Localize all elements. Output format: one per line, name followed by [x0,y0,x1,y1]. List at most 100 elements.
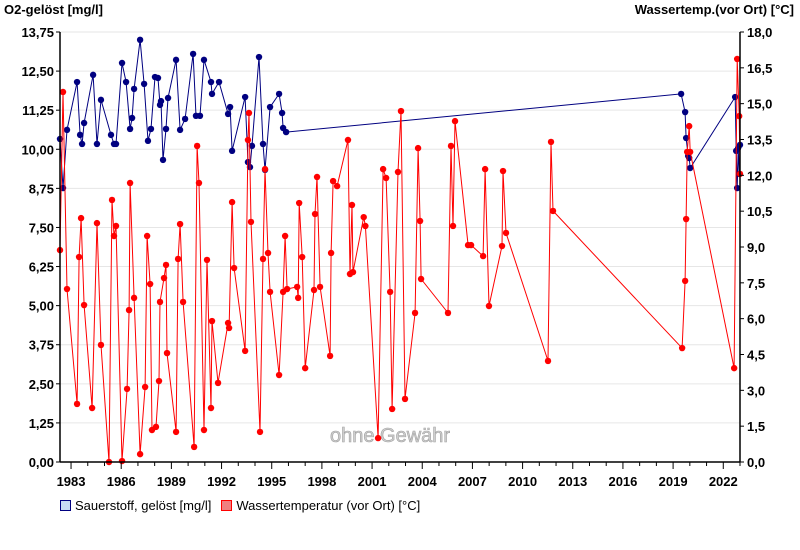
legend-item-temperature: Wassertemperatur (vor Ort) [°C] [221,498,420,513]
data-point-temperature [401,395,409,403]
data-point-temperature [310,286,318,294]
data-point-temperature [294,294,302,302]
data-point-temperature [499,167,507,175]
data-point-oxygen [136,36,144,44]
data-point-temperature [360,213,367,221]
x-tick-label: 1983 [57,474,86,489]
right-tick-label: 6,0 [747,312,765,327]
data-point-oxygen [228,147,236,155]
data-point-temperature [172,428,180,436]
left-tick-label: 3,75 [29,338,54,353]
data-point-temperature [125,306,133,314]
data-point-temperature [414,144,422,152]
legend-label-temperature: Wassertemperatur (vor Ort) [°C] [236,498,421,513]
x-tick-label: 2001 [358,474,387,489]
data-point-temperature [397,107,405,115]
data-point-oxygen [89,71,97,79]
left-axis-title: O2-gelöst [mg/l] [4,2,103,17]
left-tick-label: 2,50 [29,377,54,392]
left-tick-label: 12,50 [21,64,54,79]
data-point-temperature [146,280,154,288]
data-point-temperature [264,249,272,257]
data-point-temperature [195,179,203,187]
data-point-temperature [386,288,394,296]
data-point-temperature [382,174,390,182]
data-point-temperature [228,198,236,206]
data-point-temperature [295,199,303,207]
right-axis-title: Wassertemp.(vor Ort) [°C] [634,2,794,17]
data-point-oxygen [241,93,249,101]
right-tick-label: 4,5 [747,348,765,363]
data-point-temperature [141,383,149,391]
x-tick-label: 1989 [157,474,186,489]
data-point-temperature [244,136,252,144]
data-point-temperature [549,207,557,215]
data-point-oxygen [80,119,88,127]
data-point-temperature [163,349,171,357]
data-point-temperature [467,241,475,249]
data-point-oxygen [63,126,71,134]
data-point-oxygen [224,110,232,118]
data-point-oxygen [207,78,215,86]
data-point-oxygen [181,115,189,123]
data-point-temperature [224,319,232,327]
data-point-oxygen [226,103,234,111]
right-tick-label: 0,0 [747,455,765,470]
data-point-temperature [362,222,369,230]
data-point-temperature [156,298,164,306]
data-point-oxygen [686,164,694,172]
data-point-temperature [80,301,88,309]
data-point-temperature [160,274,168,282]
data-point-temperature [311,210,319,218]
x-tick-label: 2010 [508,474,537,489]
data-point-temperature [130,294,138,302]
left-tick-label: 7,50 [29,220,54,235]
data-point-temperature [200,426,208,434]
data-point-temperature [444,309,452,317]
x-tick-label: 2019 [659,474,688,489]
data-point-temperature [230,264,238,272]
data-point-oxygen [76,131,84,139]
data-point-temperature [225,324,233,332]
data-point-temperature [502,229,510,237]
right-tick-label: 7,5 [747,276,765,291]
data-point-temperature [152,423,160,431]
legend-label-oxygen: Sauerstoff, gelöst [mg/l] [75,498,212,513]
data-point-oxygen [107,131,115,139]
data-point-temperature [176,220,184,228]
data-point-oxygen [157,97,165,105]
data-point-temperature [93,219,101,227]
data-point-oxygen [126,125,134,133]
left-tick-label: 6,25 [29,260,54,275]
left-tick-label: 8,75 [29,181,54,196]
data-point-oxygen [73,78,81,86]
data-point-temperature [88,404,96,412]
data-point-temperature [685,122,693,130]
x-tick-label: 2016 [608,474,637,489]
watermark: ohne Gewähr [330,425,450,447]
data-point-temperature [298,253,306,261]
data-point-oxygen [176,126,184,134]
data-point-oxygen [112,140,120,148]
x-tick-label: 1998 [307,474,336,489]
data-point-temperature [247,218,255,226]
x-tick-label: 2022 [709,474,738,489]
data-point-oxygen [215,78,223,86]
data-point-oxygen [128,114,136,122]
left-tick-label: 13,75 [21,25,54,40]
data-point-temperature [281,232,289,240]
data-point-temperature [327,249,335,257]
data-point-temperature [329,177,337,185]
data-point-oxygen [200,56,208,64]
legend-item-oxygen: Sauerstoff, gelöst [mg/l] [60,498,211,513]
data-point-oxygen [78,140,86,148]
data-point-temperature [207,404,215,412]
x-tick-label: 2013 [558,474,587,489]
data-point-temperature [108,196,116,204]
data-point-temperature [179,298,187,306]
data-point-temperature [136,450,144,458]
data-point-temperature [326,352,334,360]
data-point-temperature [681,277,689,285]
